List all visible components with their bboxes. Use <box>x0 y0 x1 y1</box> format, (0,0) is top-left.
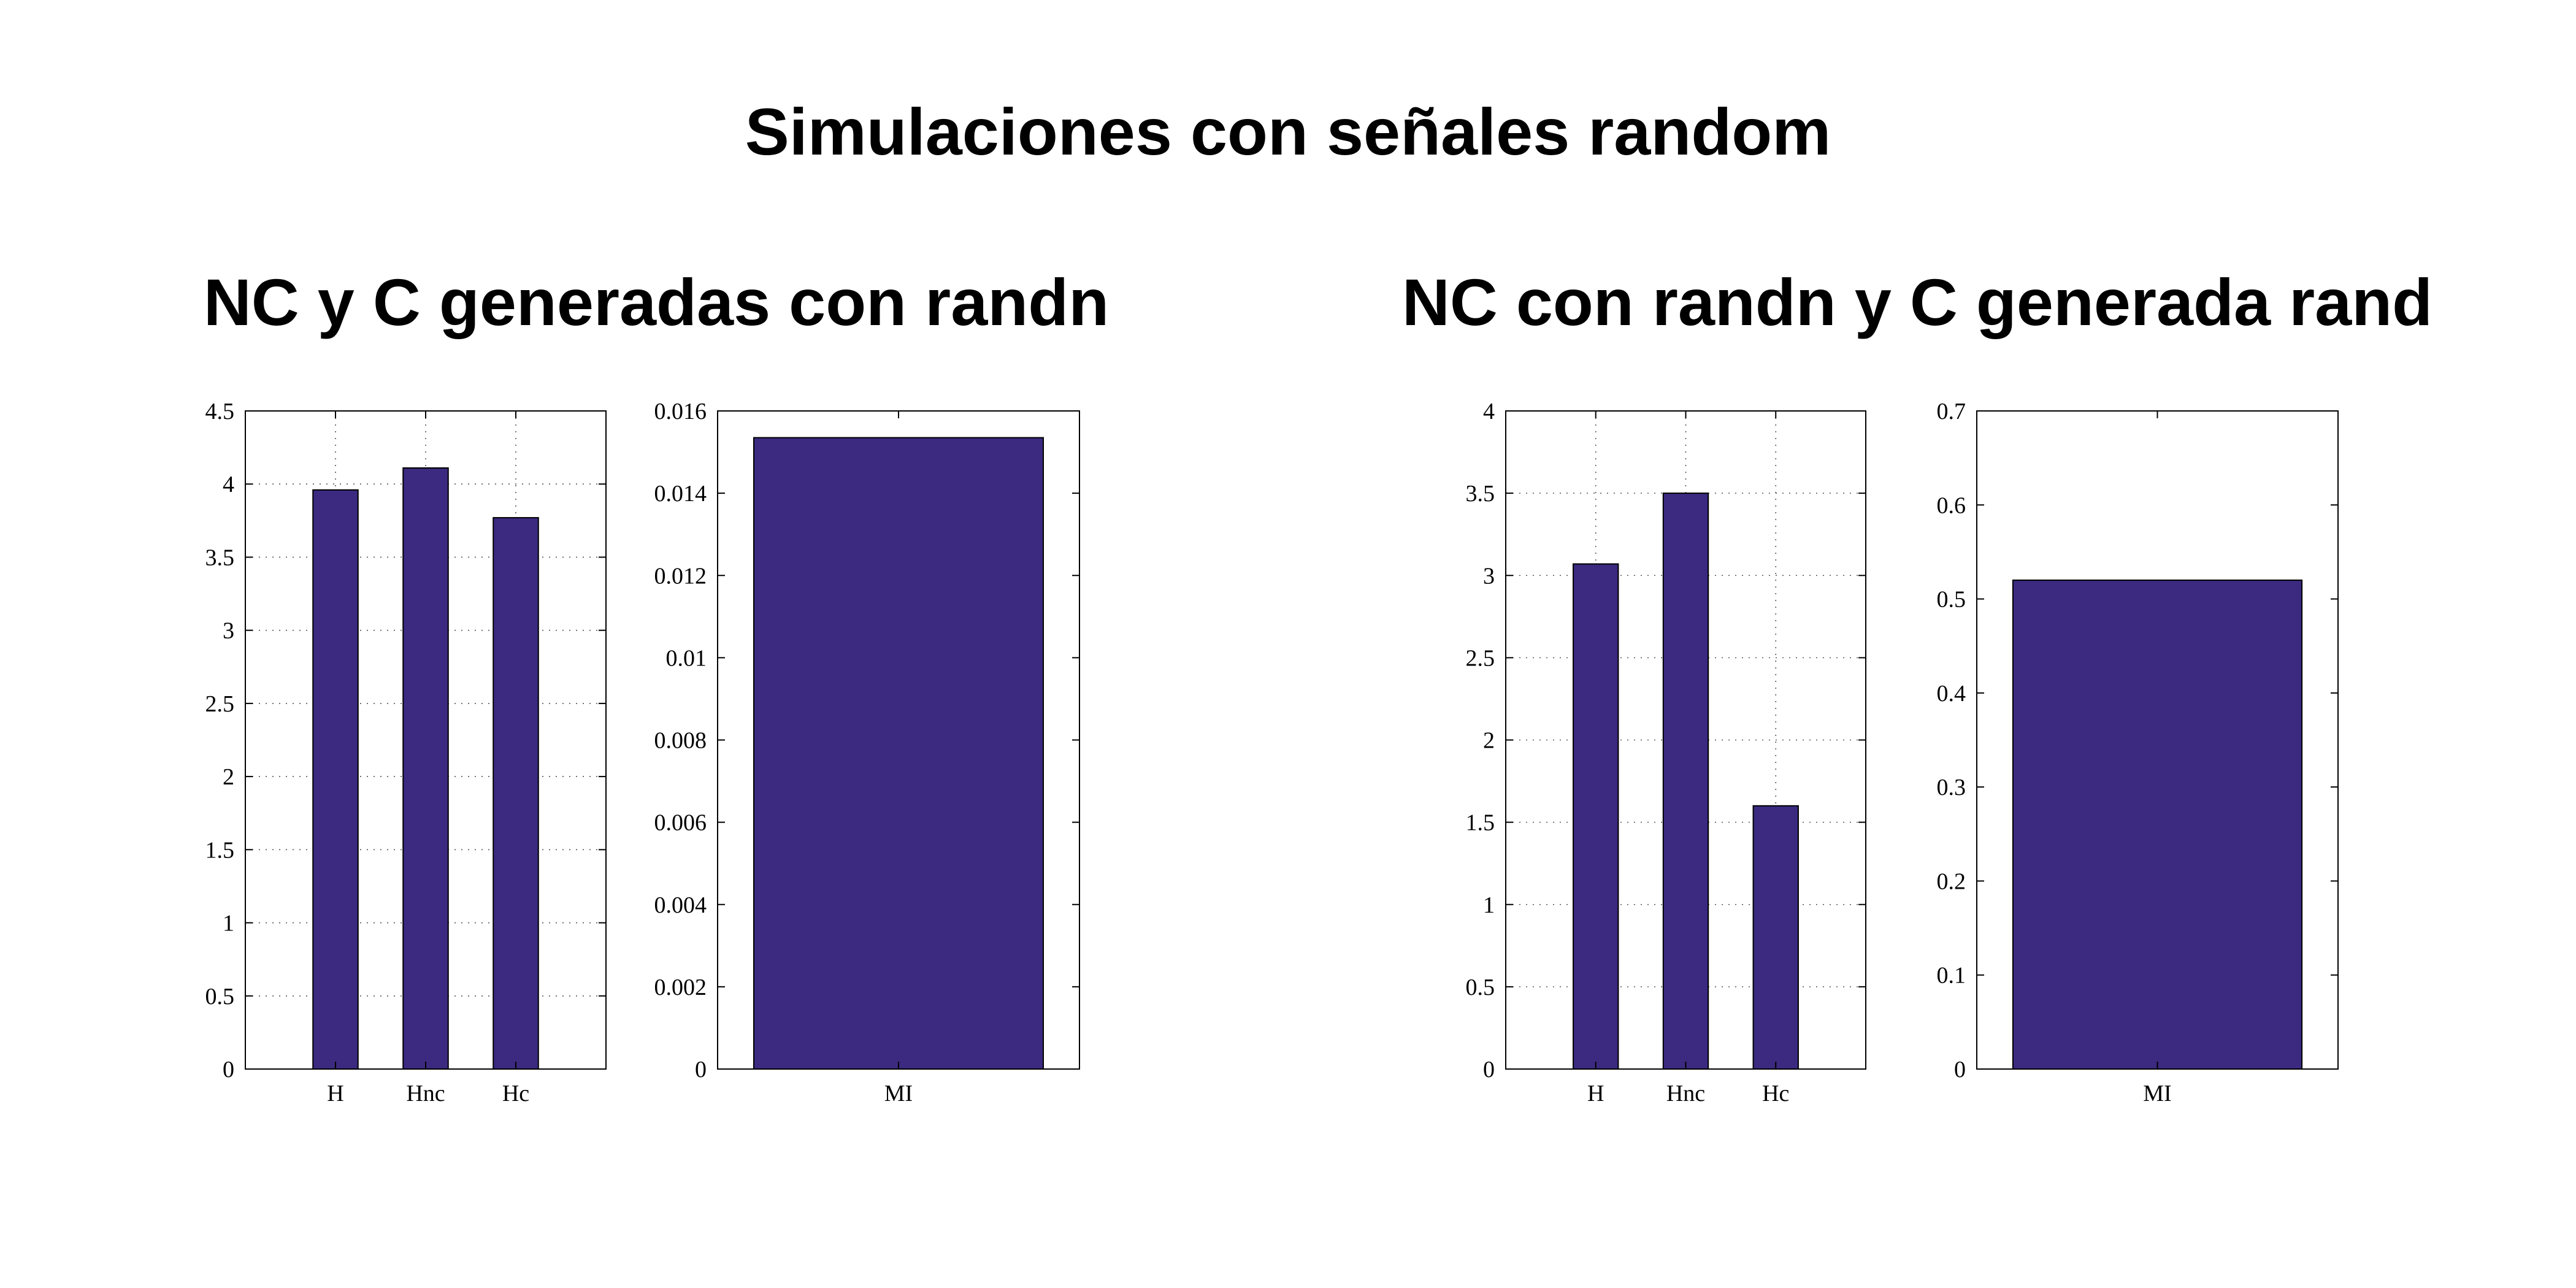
y-tick-label: 3 <box>223 618 234 644</box>
y-tick-label: 0.4 <box>1937 681 1966 707</box>
x-tick-label: H <box>1587 1081 1604 1106</box>
x-tick-label: Hc <box>1762 1081 1789 1106</box>
x-tick-label: MI <box>884 1081 913 1106</box>
y-tick-label: 4.5 <box>205 399 235 424</box>
y-tick-label: 2.5 <box>205 691 235 717</box>
charts-layer: 0 0.5 1 1.5 2 2.5 3 3.5 4 4.5 H Hnc Hc 0 0.002 0.004 0.0… <box>205 399 2339 1106</box>
y-tick-label: 2.5 <box>1466 645 1495 671</box>
y-tick-label: 1 <box>223 911 234 937</box>
y-tick-label: 3.5 <box>1466 481 1495 507</box>
y-tick-label: 0.5 <box>1466 975 1495 1000</box>
x-tick-label: Hnc <box>406 1081 445 1106</box>
y-tick-label: 0.012 <box>654 563 707 589</box>
bar-h <box>312 489 359 1070</box>
y-tick-label: 0 <box>695 1057 707 1083</box>
y-tick-label: 0.5 <box>1937 587 1966 613</box>
bar-h <box>1573 563 1619 1070</box>
bar-hc <box>1752 805 1799 1070</box>
group-title-left: NC y C generadas con randn <box>204 265 1109 339</box>
group-title-right: NC con randn y C generada rand <box>1402 265 2432 339</box>
bar-chart-3: 0 0.5 1 1.5 2 2.5 3 3.5 4 H Hnc Hc <box>1466 399 1866 1106</box>
y-tick-label: 0.006 <box>654 810 707 836</box>
y-tick-label: 1 <box>1483 892 1495 918</box>
y-tick-label: 2 <box>1483 728 1495 754</box>
y-tick-label: 0.008 <box>654 728 707 754</box>
y-tick-label: 4 <box>1483 399 1495 424</box>
bar-hc <box>493 517 539 1070</box>
y-tick-label: 4 <box>223 472 234 497</box>
x-tick-label: H <box>327 1081 343 1106</box>
bar-hnc <box>402 467 449 1070</box>
y-tick-label: 0.002 <box>654 975 707 1000</box>
y-tick-label: 0.2 <box>1937 868 1966 894</box>
bar-chart-1: 0 0.5 1 1.5 2 2.5 3 3.5 4 4.5 H Hnc Hc <box>205 399 607 1106</box>
figure-title: Simulaciones con señales random <box>745 94 1831 169</box>
bar-chart-2: 0 0.002 0.004 0.006 0.008 0.01 0.012 0.014 0.016… <box>654 399 1080 1106</box>
bar-chart-4: 0 0.1 0.2 0.3 0.4 0.5 0.6 0.7 MI <box>1937 399 2339 1106</box>
y-tick-label: 0.1 <box>1937 963 1966 989</box>
x-tick-label: MI <box>2143 1081 2171 1106</box>
bar-hnc <box>1662 493 1709 1070</box>
y-tick-label: 0.014 <box>654 481 707 507</box>
y-tick-label: 0.5 <box>205 984 235 1010</box>
y-tick-label: 3 <box>1483 563 1495 589</box>
y-tick-label: 0.7 <box>1937 399 1966 424</box>
bar-mi <box>2012 579 2303 1070</box>
y-tick-label: 0.6 <box>1937 493 1966 518</box>
y-tick-label: 0 <box>1483 1057 1495 1083</box>
y-tick-label: 0.016 <box>654 399 707 424</box>
y-tick-label: 0.004 <box>654 892 707 918</box>
y-tick-label: 0.01 <box>666 645 707 671</box>
x-tick-label: Hc <box>502 1081 529 1106</box>
y-tick-label: 1.5 <box>1466 810 1495 836</box>
x-tick-label: Hnc <box>1666 1081 1705 1106</box>
bar-mi <box>753 437 1044 1070</box>
y-tick-label: 0.3 <box>1937 775 1966 800</box>
y-tick-label: 2 <box>223 764 234 790</box>
y-tick-label: 1.5 <box>205 837 235 863</box>
y-tick-label: 0 <box>223 1057 234 1083</box>
y-tick-label: 3.5 <box>205 545 235 570</box>
y-tick-label: 0 <box>1954 1057 1966 1083</box>
